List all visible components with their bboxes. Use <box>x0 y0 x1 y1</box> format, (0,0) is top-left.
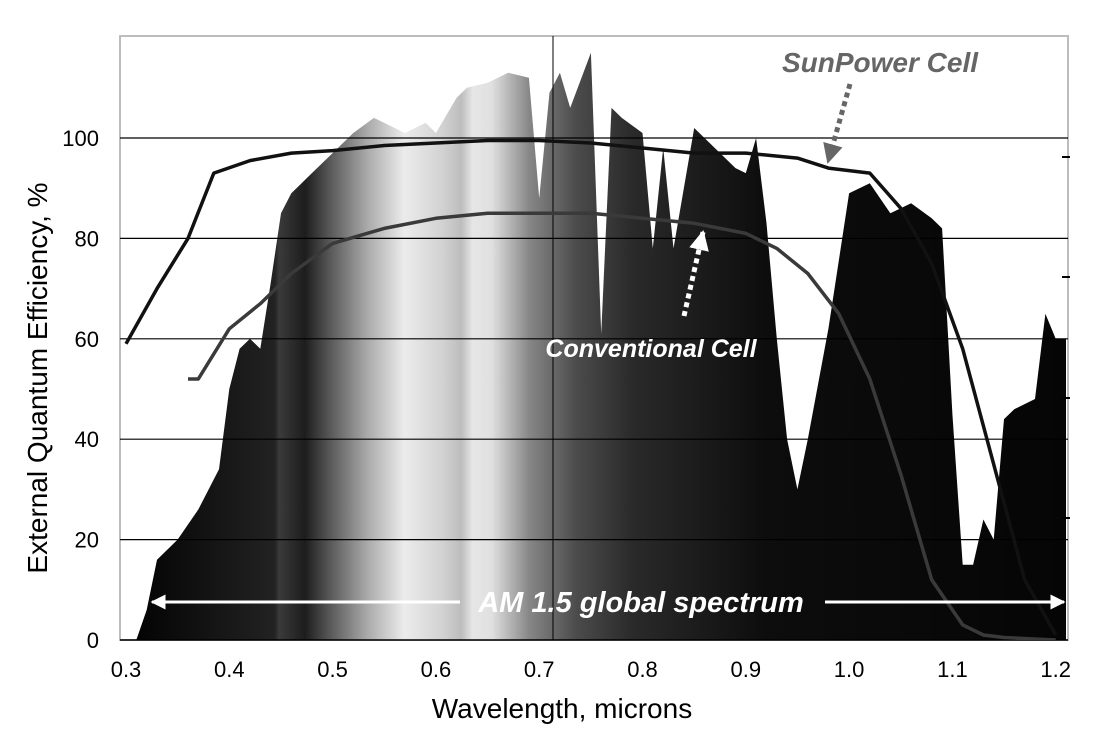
y-tick-100: 100 <box>62 126 99 151</box>
x-tick-1.1: 1.1 <box>937 657 968 682</box>
sunpower-label: SunPower Cell <box>782 47 979 78</box>
spectrum-label: AM 1.5 global spectrum <box>477 587 804 619</box>
x-axis-label: Wavelength, microns <box>432 693 692 724</box>
y-tick-20: 20 <box>75 528 99 553</box>
conventional-cell-curve <box>188 211 1056 640</box>
y-tick-60: 60 <box>75 327 99 352</box>
x-tick-0.7: 0.7 <box>524 657 555 682</box>
x-tick-0.3: 0.3 <box>111 657 142 682</box>
x-tick-0.9: 0.9 <box>731 657 762 682</box>
gridlines <box>120 137 1068 541</box>
right-axis-ticks <box>1062 156 1070 519</box>
sunpower-arrow <box>823 83 853 164</box>
x-tick-labels: 0.3 0.4 0.5 0.6 0.7 0.8 0.9 1.0 1.1 1.2 <box>111 657 1071 682</box>
y-axis-label: External Quantum Efficiency, % <box>22 182 53 573</box>
x-tick-1.2: 1.2 <box>1040 657 1071 682</box>
x-tick-0.6: 0.6 <box>421 657 452 682</box>
x-tick-0.8: 0.8 <box>627 657 658 682</box>
spectrum-area <box>136 52 1067 640</box>
y-tick-80: 80 <box>75 226 99 251</box>
y-tick-0: 0 <box>87 628 99 653</box>
x-tick-0.5: 0.5 <box>317 657 348 682</box>
x-tick-1.0: 1.0 <box>834 657 865 682</box>
y-tick-labels: 0 20 40 60 80 100 <box>62 126 99 653</box>
sunpower-cell-curve <box>124 138 1058 636</box>
y-tick-40: 40 <box>75 427 99 452</box>
x-tick-0.4: 0.4 <box>214 657 245 682</box>
conventional-label: Conventional Cell <box>545 335 757 363</box>
